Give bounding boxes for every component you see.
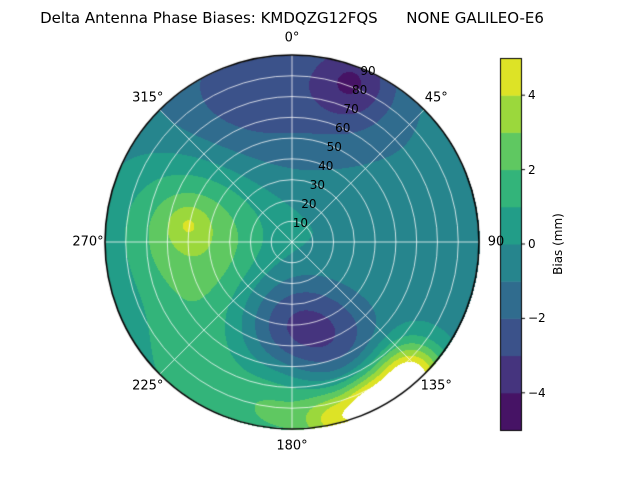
radial-tick-label: 20 [301,197,317,212]
chart-title: Delta Antenna Phase Biases: KMDQZG12FQS … [40,9,544,27]
colorbar-tick-label: 4 [528,88,536,103]
colorbar-tick-label: −4 [528,385,546,400]
colorbar-axis-label: Bias (mm) [551,213,565,275]
azimuth-tick-label: 90 [487,234,505,250]
radial-tick-label: 10 [292,216,309,231]
azimuth-tick-label: 135° [420,378,452,394]
radial-tick-label: 70 [343,102,359,117]
radial-tick-label: 30 [309,178,325,193]
radial-tick-label: 60 [335,121,351,136]
azimuth-tick-label: 315° [132,90,164,106]
radial-tick-label: 90 [360,64,376,79]
colorbar-tick-label: −2 [528,311,546,326]
azimuth-tick-label: 225° [132,378,164,394]
azimuth-tick-label: 270° [72,234,104,250]
radial-tick-label: 80 [351,83,368,98]
radial-tick-label: 50 [326,140,342,155]
radial-tick-label: 40 [318,159,334,174]
colorbar-tick-label: 2 [528,162,536,177]
colorbar-tick-label: 0 [528,237,536,251]
azimuth-tick-label: 0° [284,30,300,46]
azimuth-tick-label: 45° [424,90,448,106]
azimuth-tick-label: 180° [276,438,308,454]
